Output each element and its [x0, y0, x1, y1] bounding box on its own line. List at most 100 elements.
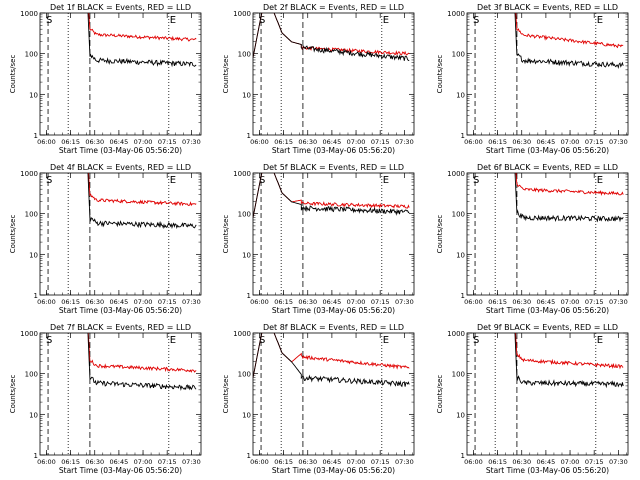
y-tick-label: 10	[242, 91, 251, 99]
x-tick-label: 06:30	[512, 298, 531, 306]
x-tick-label: 07:15	[585, 458, 604, 466]
x-tick-label: 07:15	[371, 138, 390, 146]
x-tick-label: 07:15	[585, 298, 604, 306]
x-axis-label: Start Time (03-May-06 05:56:20)	[486, 306, 609, 315]
y-tick-label: 10	[242, 251, 251, 259]
panel-title: Det 9f BLACK = Events, RED = LLD	[477, 323, 618, 332]
panel-title: Det 7f BLACK = Events, RED = LLD	[50, 323, 191, 332]
x-tick-label: 06:30	[298, 458, 317, 466]
x-tick-label: 06:30	[298, 298, 317, 306]
y-tick-label: 1000	[20, 10, 38, 18]
y-axis-label: Counts/sec	[436, 215, 444, 254]
x-axis-label: Start Time (03-May-06 05:56:20)	[59, 466, 182, 475]
y-axis-label: Counts/sec	[436, 375, 444, 414]
events-series-line	[87, 173, 197, 230]
lld-series-line	[88, 13, 197, 42]
panel-det-3f: Det 3f BLACK = Events, RED = LLD 1 10 100 10…	[436, 3, 629, 155]
plot-frame	[39, 172, 202, 296]
x-tick-label: 07:15	[585, 138, 604, 146]
x-tick-label: 06:30	[298, 138, 317, 146]
x-tick-label: 07:30	[182, 298, 201, 306]
panel-title: Det 8f BLACK = Events, RED = LLD	[263, 323, 404, 332]
x-tick-label: 06:00	[250, 138, 269, 146]
events-series-line	[514, 173, 624, 223]
end-marker-label: E	[597, 15, 603, 26]
end-marker-label: E	[383, 335, 389, 346]
y-axis-label: Counts/sec	[222, 215, 230, 254]
x-tick-label: 06:45	[323, 298, 342, 306]
events-series-line	[514, 333, 624, 389]
y-tick-label: 100	[452, 51, 465, 59]
x-tick-label: 06:30	[85, 138, 104, 146]
y-axis-label: Counts/sec	[222, 375, 230, 414]
x-tick-label: 07:00	[134, 298, 153, 306]
y-tick-label: 1	[34, 292, 38, 300]
x-tick-label: 07:00	[347, 138, 366, 146]
start-marker-label: S	[473, 335, 479, 346]
y-tick-label: 100	[25, 371, 38, 379]
y-tick-label: 10	[456, 251, 465, 259]
events-series-line	[253, 173, 410, 218]
y-tick-label: 1000	[233, 10, 251, 18]
y-tick-label: 10	[242, 411, 251, 419]
y-tick-label: 100	[25, 211, 38, 219]
x-tick-label: 06:15	[488, 298, 507, 306]
x-tick-label: 06:00	[464, 138, 483, 146]
end-marker-label: E	[170, 15, 176, 26]
events-series-line	[253, 13, 410, 61]
x-tick-label: 06:15	[488, 458, 507, 466]
events-series-line	[514, 13, 624, 69]
x-tick-label: 06:30	[85, 298, 104, 306]
end-marker-label: E	[597, 335, 603, 346]
x-tick-label: 07:15	[371, 458, 390, 466]
panel-det-1f: Det 1f BLACK = Events, RED = LLD 1 10 100 10…	[9, 3, 202, 155]
y-tick-label: 100	[238, 211, 251, 219]
end-marker-label: E	[170, 175, 176, 186]
x-tick-label: 07:30	[609, 458, 628, 466]
panel-det-6f: Det 6f BLACK = Events, RED = LLD 1 10 100 10…	[436, 163, 629, 315]
y-tick-label: 1	[461, 132, 465, 140]
x-tick-label: 07:15	[371, 298, 390, 306]
y-tick-label: 10	[456, 91, 465, 99]
panel-det-8f: Det 8f BLACK = Events, RED = LLD 1 10 100 10…	[222, 323, 415, 475]
x-axis-label: Start Time (03-May-06 05:56:20)	[59, 146, 182, 155]
x-tick-label: 06:00	[464, 458, 483, 466]
plot-frame	[39, 332, 202, 456]
start-marker-label: S	[46, 335, 52, 346]
y-tick-label: 1	[247, 452, 251, 460]
x-tick-label: 07:00	[347, 458, 366, 466]
x-tick-label: 06:15	[488, 138, 507, 146]
y-tick-label: 100	[452, 211, 465, 219]
x-tick-label: 07:30	[395, 138, 414, 146]
x-axis-label: Start Time (03-May-06 05:56:20)	[272, 306, 395, 315]
y-tick-label: 1	[247, 132, 251, 140]
start-marker-label: S	[473, 15, 479, 26]
y-tick-label: 100	[25, 51, 38, 59]
y-tick-label: 1	[461, 452, 465, 460]
x-axis-label: Start Time (03-May-06 05:56:20)	[272, 146, 395, 155]
y-tick-label: 1000	[233, 330, 251, 338]
y-tick-label: 1	[34, 452, 38, 460]
end-marker-label: E	[383, 15, 389, 26]
x-tick-label: 06:30	[85, 458, 104, 466]
x-tick-label: 06:00	[37, 138, 56, 146]
x-tick-label: 06:00	[250, 298, 269, 306]
y-tick-label: 10	[29, 251, 38, 259]
x-tick-label: 07:15	[158, 458, 177, 466]
x-tick-label: 06:00	[464, 298, 483, 306]
x-tick-label: 07:15	[158, 138, 177, 146]
panel-det-7f: Det 7f BLACK = Events, RED = LLD 1 10 100 10…	[9, 323, 202, 475]
y-tick-label: 100	[238, 371, 251, 379]
panel-title: Det 5f BLACK = Events, RED = LLD	[263, 163, 404, 172]
y-tick-label: 1	[461, 292, 465, 300]
x-tick-label: 06:45	[537, 298, 556, 306]
x-tick-label: 07:30	[395, 458, 414, 466]
y-tick-label: 100	[238, 51, 251, 59]
panel-det-4f: Det 4f BLACK = Events, RED = LLD 1 10 100 10…	[9, 163, 202, 315]
x-tick-label: 06:15	[274, 138, 293, 146]
start-marker-label: S	[259, 175, 265, 186]
x-tick-label: 06:15	[61, 298, 80, 306]
x-axis-label: Start Time (03-May-06 05:56:20)	[272, 466, 395, 475]
y-tick-label: 1000	[20, 170, 38, 178]
